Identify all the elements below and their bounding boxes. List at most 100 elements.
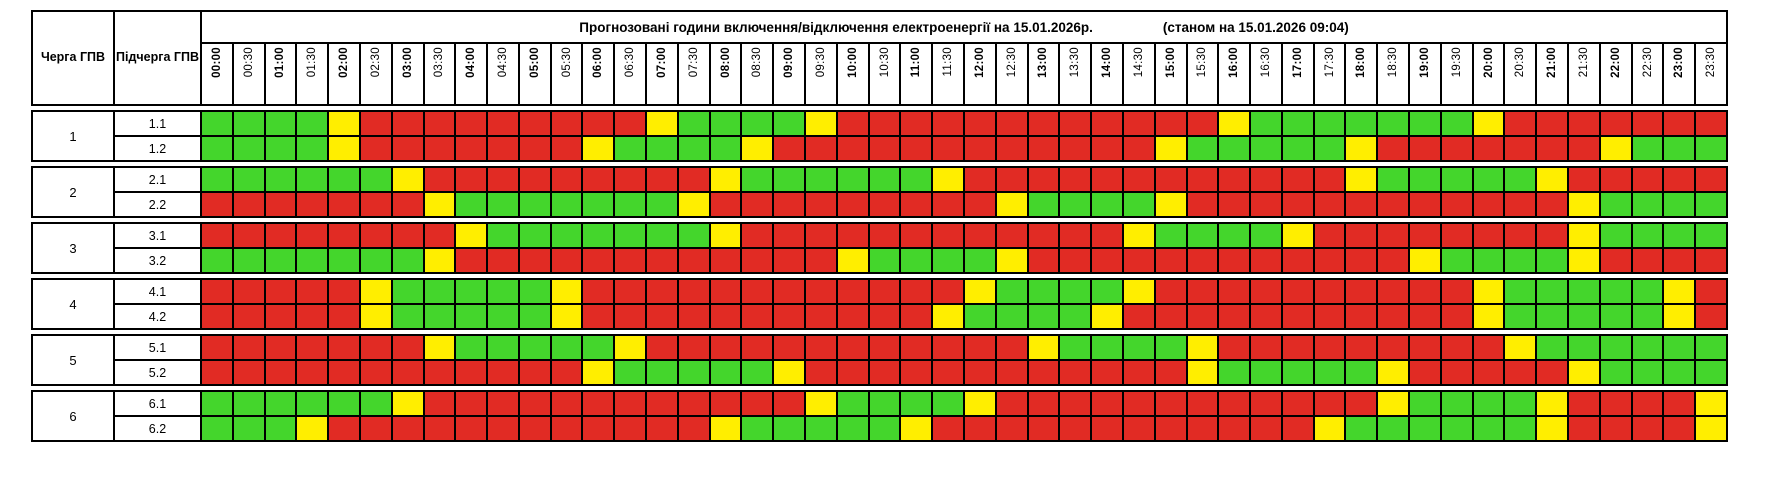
- schedule-cell: [1632, 361, 1663, 384]
- table-header: Черга ГПВ Підчерга ГПВ Прогнозовані годи…: [31, 10, 1728, 106]
- schedule-cell: [1314, 224, 1345, 247]
- schedule-cell: [869, 224, 900, 247]
- schedule-cell: [1155, 168, 1186, 191]
- schedule-cell: [1155, 280, 1186, 303]
- schedule-cell: [901, 361, 932, 384]
- time-column-header: 10:30: [869, 44, 900, 104]
- time-column-header: 15:00: [1155, 44, 1186, 104]
- schedule-cell: [742, 168, 773, 191]
- schedule-cell: [678, 280, 709, 303]
- schedule-cell: [1600, 193, 1631, 216]
- schedule-cell: [774, 193, 805, 216]
- schedule-cell: [233, 137, 264, 160]
- schedule-cell: [265, 137, 296, 160]
- schedule-cell: [360, 336, 391, 359]
- schedule-cell: [1410, 392, 1440, 415]
- schedule-cell: [1314, 168, 1345, 191]
- schedule-cell: [1092, 392, 1122, 415]
- schedule-cell: [1600, 305, 1631, 328]
- schedule-cell: [1664, 392, 1695, 415]
- schedule-cell: [519, 361, 550, 384]
- schedule-cell: [1505, 280, 1536, 303]
- schedule-cell: [837, 417, 868, 440]
- schedule-cell: [1314, 361, 1345, 384]
- schedule-cell: [1346, 361, 1377, 384]
- schedule-cell: [964, 224, 995, 247]
- time-column-header: 20:00: [1473, 44, 1504, 104]
- schedule-cell: [1219, 417, 1250, 440]
- schedule-cell: [1123, 193, 1154, 216]
- schedule-cell: [329, 361, 359, 384]
- schedule-cell: [392, 361, 423, 384]
- schedule-cell: [710, 361, 741, 384]
- schedule-cell: [297, 193, 328, 216]
- schedule-cell: [392, 137, 423, 160]
- schedule-cell: [837, 305, 868, 328]
- schedule-cell: [1187, 193, 1218, 216]
- schedule-cell: [964, 137, 995, 160]
- subqueue-label: 5.1: [115, 336, 200, 359]
- schedule-cell: [710, 249, 741, 272]
- schedule-cell: [297, 305, 328, 328]
- subqueue-label: 2.1: [115, 168, 200, 191]
- subqueue-label: 4.1: [115, 280, 200, 303]
- schedule-cell: [1346, 280, 1377, 303]
- schedule-cell: [233, 249, 264, 272]
- time-column-header: 21:30: [1569, 44, 1599, 104]
- schedule-cell: [1346, 417, 1377, 440]
- schedule-cell: [647, 305, 677, 328]
- schedule-cell: [1600, 392, 1631, 415]
- schedule-cell: [1569, 392, 1599, 415]
- schedule-cell: [1092, 224, 1122, 247]
- schedule-cell: [1028, 361, 1059, 384]
- schedule-cell: [392, 336, 423, 359]
- schedule-cell: [1441, 137, 1472, 160]
- schedule-cell: [1187, 249, 1218, 272]
- schedule-cell: [1282, 249, 1313, 272]
- schedule-cell: [869, 193, 900, 216]
- schedule-cell: [1028, 224, 1059, 247]
- schedule-cell: [583, 168, 614, 191]
- schedule-cell: [329, 168, 359, 191]
- schedule-cell: [1123, 361, 1154, 384]
- schedule-cell: [901, 224, 932, 247]
- schedule-cell: [329, 336, 359, 359]
- time-column-header: 18:00: [1346, 44, 1377, 104]
- schedule-cell: [1378, 392, 1409, 415]
- schedule-cell: [1187, 305, 1218, 328]
- schedule-cell: [551, 224, 582, 247]
- schedule-cell: [901, 305, 932, 328]
- schedule-cell: [1092, 137, 1122, 160]
- schedule-cell: [647, 336, 677, 359]
- time-column-header: 11:30: [933, 44, 963, 104]
- schedule-cell: [551, 305, 582, 328]
- schedule-cell: [1441, 417, 1472, 440]
- schedule-cell: [456, 193, 487, 216]
- schedule-cell: [806, 112, 836, 135]
- schedule-cell: [488, 168, 518, 191]
- schedule-cell: [1537, 193, 1568, 216]
- schedule-cell: [1505, 392, 1536, 415]
- schedule-cell: [647, 193, 677, 216]
- schedule-cell: [933, 392, 963, 415]
- schedule-cell: [488, 224, 518, 247]
- time-column-header: 17:30: [1314, 44, 1345, 104]
- schedule-cell: [837, 112, 868, 135]
- schedule-cell: [1632, 137, 1663, 160]
- queue-block: 6 6.1 6.2: [31, 390, 1728, 442]
- schedule-cell: [1441, 361, 1472, 384]
- schedule-cell: [1028, 392, 1059, 415]
- schedule-cell: [360, 112, 391, 135]
- schedule-cell: [1187, 392, 1218, 415]
- schedule-cell: [1060, 336, 1091, 359]
- schedule-cell: [1155, 249, 1186, 272]
- schedule-cell: [996, 249, 1027, 272]
- schedule-cell: [583, 361, 614, 384]
- schedule-body: 1 1.1 1.2 2 2.1 2.2 3 3.1 3.2 4 4.1 4.2 5 5.1 5.2 6 6.1 6…: [31, 110, 1728, 442]
- schedule-cell: [1092, 193, 1122, 216]
- subqueue-label: 6.1: [115, 392, 200, 415]
- schedule-cell: [774, 336, 805, 359]
- schedule-cell: [806, 168, 836, 191]
- schedule-cell: [1346, 224, 1377, 247]
- schedule-cell: [615, 168, 646, 191]
